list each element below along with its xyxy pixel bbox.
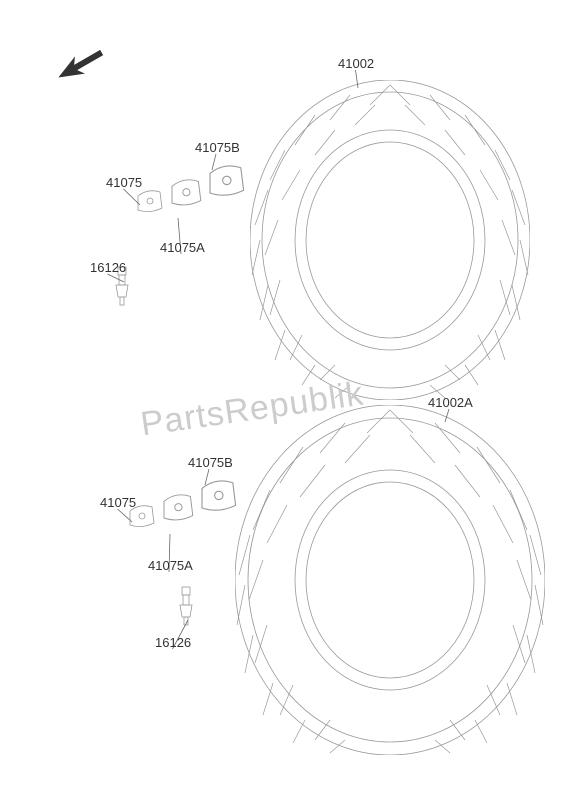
rear-tire (235, 405, 545, 755)
label-41075B_2: 41075B (188, 455, 233, 470)
balance-weight-group-1 (130, 155, 260, 235)
label-41075B_1: 41075B (195, 140, 240, 155)
valve-2 (172, 585, 202, 630)
label-41075A_1: 41075A (160, 240, 205, 255)
label-41075_2: 41075 (100, 495, 136, 510)
label-41075_1: 41075 (106, 175, 142, 190)
label-41075A_2: 41075A (148, 558, 193, 573)
balance-weight-group-2 (122, 470, 252, 550)
indicator-arrow (50, 35, 110, 95)
label-41002: 41002 (338, 56, 374, 71)
label-41002A: 41002A (428, 395, 473, 410)
label-16126_2: 16126 (155, 635, 191, 650)
front-tire (250, 80, 530, 400)
label-16126_1: 16126 (90, 260, 126, 275)
